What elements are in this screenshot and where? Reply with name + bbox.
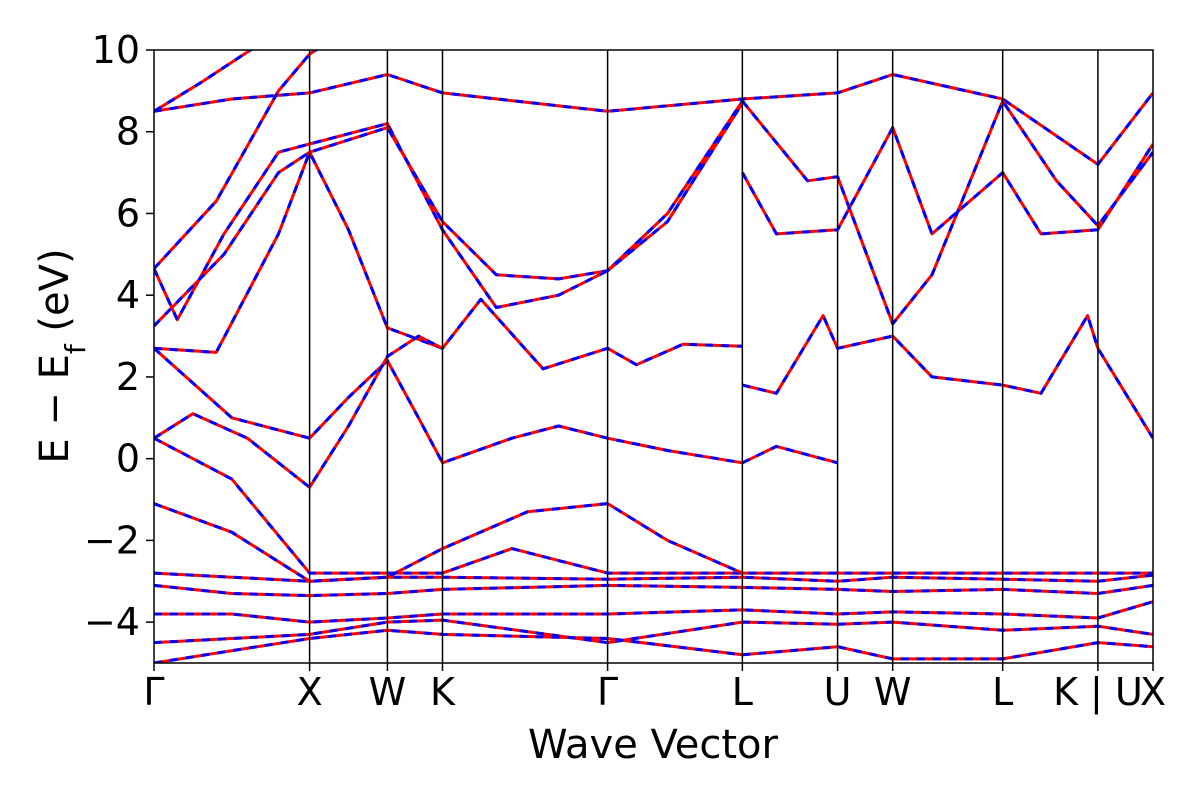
- x-tick-label: X: [1140, 670, 1166, 714]
- band-line-3-series-0: [154, 100, 744, 322]
- band-line-15-series-1: [742, 314, 1153, 439]
- y-axis-title-main: E − E: [32, 354, 78, 464]
- y-tick-label: 4: [116, 273, 140, 317]
- y-axis-ticks: 10 8 6 4 2 0 −2 −4: [84, 28, 154, 644]
- band-line-7-series-1: [154, 334, 444, 489]
- x-tick-label: L: [992, 670, 1013, 714]
- band-line-15-series-0: [742, 314, 1153, 439]
- band-line-16-series-1: [741, 126, 1153, 236]
- y-tick-label: 10: [92, 28, 140, 72]
- x-tick-label: Γ: [597, 670, 618, 714]
- band-line-13-series-1: [154, 618, 1153, 645]
- band-line-6-series-1: [154, 150, 743, 371]
- x-tick-label: U: [824, 670, 852, 714]
- band-line-6-series-0: [154, 150, 743, 371]
- y-tick-label: 2: [116, 355, 140, 399]
- band-line-2-series-0: [154, 50, 319, 270]
- band-line-9-series-1: [154, 502, 744, 583]
- x-tick-label: Γ: [143, 670, 164, 714]
- y-tick-label: 6: [116, 191, 140, 235]
- band-line-17-series-1: [741, 99, 1153, 326]
- plot-frame: [153, 49, 1154, 664]
- band-line-5-series-1: [154, 347, 838, 465]
- band-line-4-series-0: [154, 102, 744, 327]
- band-line-14-series-1: [154, 628, 1153, 663]
- band-line-12-series-1: [154, 600, 1153, 624]
- band-line-11-series-1: [154, 583, 1153, 598]
- band-line-4-series-1: [154, 102, 744, 327]
- y-axis-title-subscript: f: [59, 343, 92, 354]
- y-tick-label: 0: [116, 437, 140, 481]
- x-tick-label: K: [430, 670, 456, 714]
- x-tick-label: W: [369, 670, 407, 714]
- x-tick-label: W: [874, 670, 912, 714]
- band-line-17-series-0: [741, 99, 1153, 326]
- band-line-10-series-1: [154, 571, 1153, 583]
- band-line-3-series-1: [154, 100, 744, 322]
- x-tick-label: K | U: [1053, 670, 1143, 715]
- x-tick-label: X: [297, 670, 323, 714]
- y-tick-label: 8: [116, 110, 140, 154]
- y-axis-title-units: (eV): [32, 248, 78, 344]
- band-line-0-series-1: [154, 73, 1153, 166]
- band-line-7-series-0: [154, 334, 444, 489]
- band-line-1-series-1: [154, 50, 254, 113]
- y-tick-label: −4: [84, 600, 140, 644]
- x-tick-label: L: [732, 670, 753, 714]
- y-tick-label: −2: [84, 518, 140, 562]
- y-axis-title: E − Ef (eV): [32, 248, 92, 463]
- x-axis-title: Wave Vector: [528, 722, 779, 768]
- high-symmetry-lines: [308, 50, 1099, 663]
